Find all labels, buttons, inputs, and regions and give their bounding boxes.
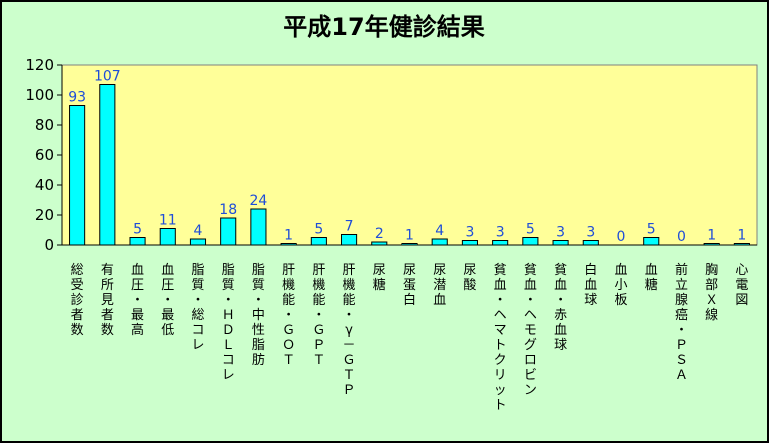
data-label: 7	[345, 219, 354, 235]
x-tick-label: 胸部Ｘ線	[705, 263, 718, 323]
bar	[159, 228, 176, 246]
data-label: 1	[737, 228, 746, 244]
bar	[522, 237, 539, 246]
x-tick-label: 総受診者数	[71, 263, 84, 338]
x-tick-label: 尿糖	[373, 263, 386, 293]
x-axis: 総受診者数 有所見者数 血圧・最高 血圧・最低 脂質・総コレ 脂質・ＨＤＬコレ 脂質・中性脂…	[62, 244, 757, 413]
plot-area	[61, 64, 758, 246]
x-tick-label: 貧血・赤血球	[554, 263, 567, 353]
x-tick-label: 白血球	[584, 262, 597, 308]
data-label: 3	[586, 225, 595, 241]
data-label: 4	[435, 223, 444, 239]
bar	[99, 84, 116, 246]
x-tick-label: 貧血・ヘモグロビン	[524, 263, 537, 398]
bar	[310, 237, 327, 246]
data-label: 93	[68, 90, 86, 106]
x-tick-label: 前立腺癌・ＰＳＡ	[675, 262, 688, 383]
x-tick-label: 尿蛋白	[403, 263, 416, 308]
y-tick-label: 40	[35, 176, 54, 194]
x-tick-label: 血圧・最高	[131, 263, 144, 338]
x-tick-label: 心電図	[735, 263, 748, 308]
x-tick-label: 肝機能・ γ －ＧＴＰ	[343, 263, 356, 398]
x-tick-label: 血小板	[615, 263, 628, 308]
x-tick-label: 脂質・中性脂肪	[252, 263, 265, 368]
data-label: 1	[405, 228, 414, 244]
bar	[582, 240, 599, 246]
chart-title: 平成17年健診結果	[283, 13, 484, 41]
data-label: 11	[159, 213, 177, 229]
data-label: 3	[556, 225, 565, 241]
bar	[189, 238, 207, 246]
bar	[250, 208, 267, 246]
data-label: 107	[94, 69, 121, 85]
bar	[461, 240, 478, 246]
data-label: 0	[677, 229, 686, 245]
data-label: 1	[284, 228, 293, 244]
data-label: 5	[647, 222, 656, 238]
bar	[341, 234, 358, 246]
x-tick-label: 尿潜血	[433, 263, 446, 308]
data-label: 18	[219, 202, 237, 218]
y-tick-label: 60	[35, 146, 54, 164]
bar	[643, 237, 660, 246]
data-label: 2	[375, 226, 384, 242]
data-label: 5	[133, 222, 142, 238]
x-tick-label: 脂質・総コレ	[191, 263, 204, 353]
x-tick-label: 有所見者数	[101, 263, 114, 338]
y-tick-label: 20	[35, 206, 54, 224]
data-label: 3	[465, 225, 474, 241]
x-tick-label: 血糖	[645, 263, 658, 293]
data-label: 3	[496, 225, 505, 241]
x-tick-label: 尿酸	[463, 263, 476, 293]
data-label: 5	[314, 222, 323, 238]
data-label: 24	[249, 193, 267, 209]
x-tick-label: 貧血・ヘマトクリット	[494, 263, 507, 413]
data-label: 1	[707, 228, 716, 244]
data-label: 5	[526, 222, 535, 238]
y-tick-label: 100	[25, 86, 54, 104]
bars	[69, 84, 750, 246]
y-tick-label: 120	[25, 56, 54, 74]
y-tick-label: 80	[35, 116, 54, 134]
data-label: 0	[617, 229, 626, 245]
x-tick-label: 血圧・最低	[161, 263, 174, 338]
bar	[492, 240, 509, 246]
bar	[69, 105, 86, 246]
bar	[431, 238, 448, 246]
bar	[552, 240, 569, 246]
data-label: 4	[194, 223, 203, 239]
bar	[129, 237, 146, 246]
x-tick-label: 肝機能・ＧＯＴ	[282, 263, 295, 368]
y-tick-label: 0	[44, 236, 54, 254]
x-tick-label: 肝機能・ＧＰＴ	[312, 263, 325, 368]
x-tick-label: 脂質・ＨＤＬコレ	[222, 263, 235, 383]
y-axis: 0 20 40 60 80 100 120	[25, 56, 63, 254]
bar	[220, 217, 237, 246]
